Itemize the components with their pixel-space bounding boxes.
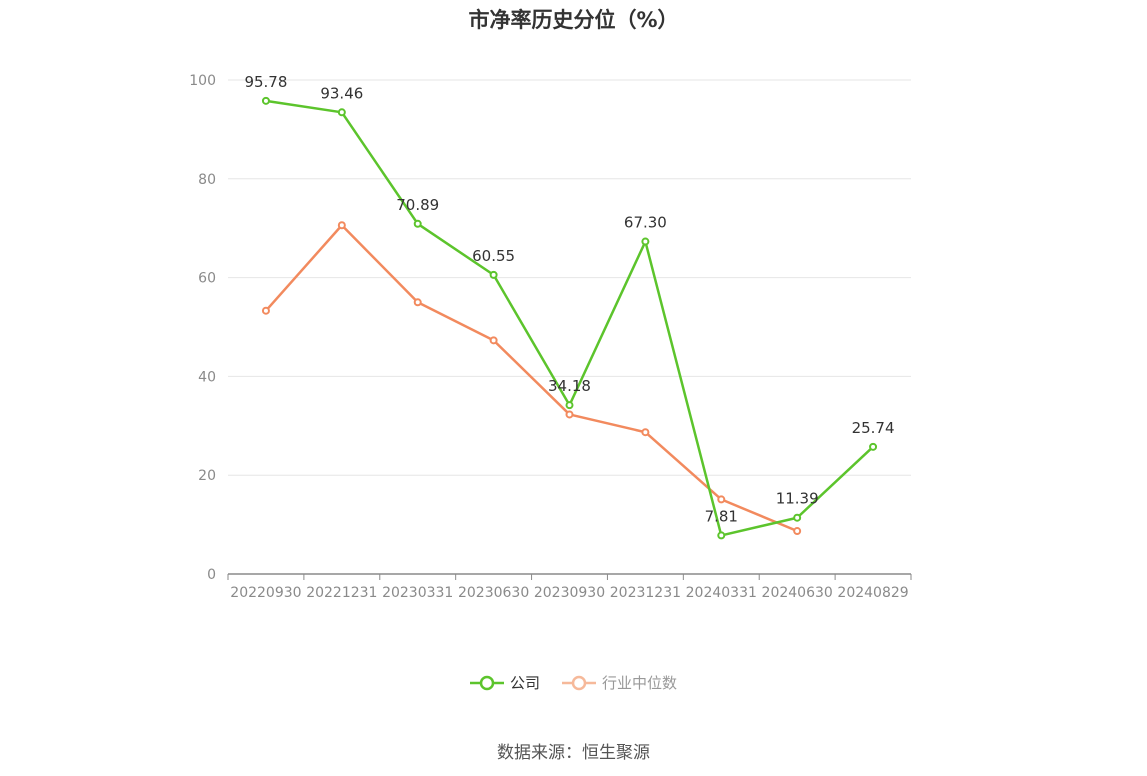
x-tick-label: 20220930 <box>230 585 301 601</box>
y-tick-label: 100 <box>189 73 216 89</box>
company-series-point <box>793 513 802 522</box>
x-tick-label: 20230630 <box>458 585 529 601</box>
company-series-point <box>717 531 726 540</box>
company-series-line <box>265 99 874 537</box>
x-tick-label: 20240331 <box>686 585 757 601</box>
data-label: 34.18 <box>548 377 591 395</box>
y-tick-label: 40 <box>198 369 216 385</box>
industry-series-point <box>793 527 802 536</box>
company-series-point <box>489 270 498 279</box>
legend-item-company[interactable]: 公司 <box>469 672 540 693</box>
legend-label-company: 公司 <box>509 674 540 692</box>
company-series-point <box>413 219 422 228</box>
company-series-point <box>565 401 574 410</box>
axes: 0 20 40 60 80 100 20220930 20221231 20230331 2023… <box>189 73 912 601</box>
company-series-point <box>869 442 878 451</box>
x-tick-label: 20240630 <box>762 585 833 601</box>
industry-series-point <box>565 410 574 419</box>
industry-series-point <box>717 495 726 504</box>
y-tick-label: 0 <box>207 567 216 583</box>
data-label: 60.55 <box>472 247 515 265</box>
circle-line-icon <box>562 675 596 690</box>
industry-series-line <box>265 223 798 533</box>
data-label: 93.46 <box>320 84 363 102</box>
industry-series-point <box>413 298 422 307</box>
company-series-point <box>337 108 346 117</box>
data-source: 数据来源：恒生聚源 <box>497 743 650 763</box>
legend-item-industry[interactable]: 行业中位数 <box>562 672 677 693</box>
x-tick-label: 20221231 <box>306 585 377 601</box>
x-tick-label: 20230331 <box>382 585 453 601</box>
data-label: 25.74 <box>852 419 895 437</box>
data-label: 11.39 <box>776 490 819 508</box>
data-label: 95.78 <box>244 73 287 91</box>
legend-label-industry: 行业中位数 <box>602 674 678 692</box>
y-tick-label: 80 <box>198 172 216 188</box>
company-series-point <box>261 96 270 105</box>
x-tick-label: 20230930 <box>534 585 605 601</box>
circle-line-icon <box>469 675 504 690</box>
data-label: 67.30 <box>624 214 667 232</box>
y-tick-label: 20 <box>198 468 216 484</box>
x-tick-label: 20231231 <box>610 585 681 601</box>
x-tick-label: 20240829 <box>837 585 908 601</box>
data-label: 7.81 <box>705 507 738 525</box>
grid-lines <box>228 79 911 476</box>
y-tick-label: 60 <box>198 271 216 287</box>
industry-series-point <box>261 306 270 315</box>
data-label: 70.89 <box>396 196 439 214</box>
industry-series-point <box>489 336 498 345</box>
series-lines <box>261 96 878 540</box>
chart-title: 市净率历史分位（%） <box>468 8 679 32</box>
industry-series-point <box>641 428 650 437</box>
data-labels: 95.78 93.46 70.89 60.55 34.18 67.30 7.81 11.39 2… <box>244 73 894 526</box>
legend: 公司 行业中位数 <box>0 672 1147 693</box>
industry-series-point <box>337 221 346 230</box>
company-series-point <box>641 237 650 246</box>
